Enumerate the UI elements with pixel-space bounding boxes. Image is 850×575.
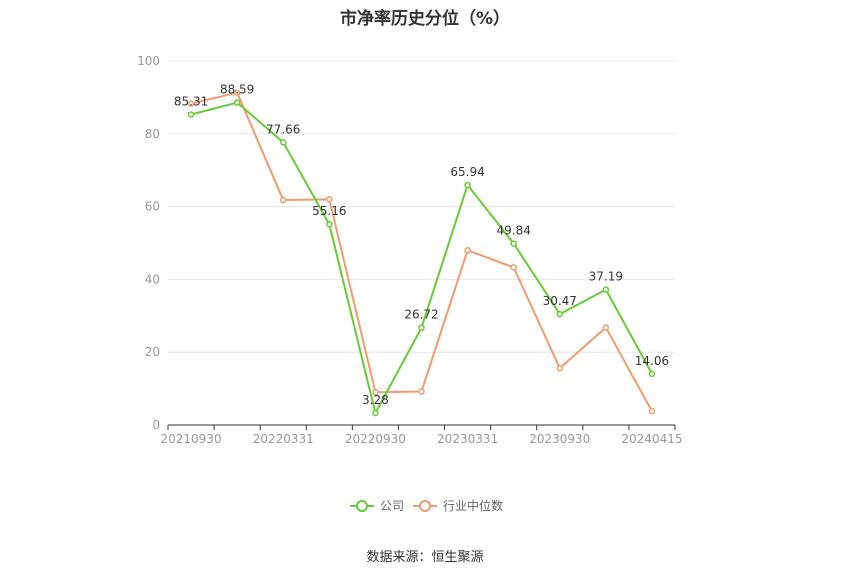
x-tick-label: 20220331	[253, 432, 314, 446]
data-label: 88.59	[220, 83, 254, 97]
data-point	[648, 407, 656, 415]
data-label: 49.84	[497, 224, 531, 238]
data-point	[556, 310, 564, 318]
data-point	[187, 100, 195, 107]
y-tick-label: 100	[137, 54, 160, 68]
x-tick-label: 20230930	[529, 432, 590, 446]
x-tick-label: 20220930	[345, 432, 406, 446]
legend-swatch-marker	[356, 500, 368, 512]
x-tick-label: 20240415	[621, 432, 682, 446]
data-point	[464, 181, 471, 189]
data-point	[372, 409, 379, 417]
data-label: 26.72	[404, 308, 438, 322]
y-tick-label: 40	[145, 272, 160, 286]
data-point	[279, 139, 287, 146]
data-point	[279, 196, 287, 204]
data-point	[602, 324, 610, 331]
series-line-company	[190, 101, 653, 415]
legend-item-industry: 行业中位数	[443, 498, 503, 513]
data-point	[326, 220, 333, 228]
y-tick-label: 20	[145, 345, 160, 359]
data-label: 85.31	[174, 94, 208, 108]
data-point	[418, 324, 425, 331]
data-label: 65.94	[450, 165, 484, 179]
data-label: 37.19	[589, 270, 623, 284]
x-tick-label: 20230331	[437, 432, 498, 446]
data-label: 3.28	[362, 393, 389, 407]
data-label: 30.47	[543, 294, 577, 308]
data-point	[233, 89, 241, 96]
data-point	[510, 240, 517, 247]
data-point	[326, 196, 333, 203]
data-point	[187, 111, 195, 118]
data-point	[372, 388, 379, 396]
data-point	[418, 388, 425, 395]
data-label: 77.66	[266, 122, 300, 136]
chart-title: 市净率历史分位（%）	[339, 9, 511, 29]
series-line-industry	[190, 91, 653, 412]
data-point	[648, 370, 656, 378]
x-tick-label: 20210930	[161, 432, 222, 446]
data-point	[556, 364, 564, 372]
y-tick-label: 0	[152, 418, 160, 432]
y-tick-label: 80	[145, 127, 160, 141]
legend-item-company: 公司	[380, 499, 404, 513]
data-label: 55.16	[312, 204, 346, 218]
data-label: 14.06	[635, 354, 669, 368]
data-point	[602, 286, 610, 293]
data-point	[233, 99, 241, 106]
source-note: 数据来源：恒生聚源	[366, 550, 484, 565]
legend-swatch-marker	[419, 500, 431, 512]
y-tick-label: 60	[145, 200, 160, 214]
data-point	[510, 264, 517, 271]
data-point	[464, 247, 471, 254]
